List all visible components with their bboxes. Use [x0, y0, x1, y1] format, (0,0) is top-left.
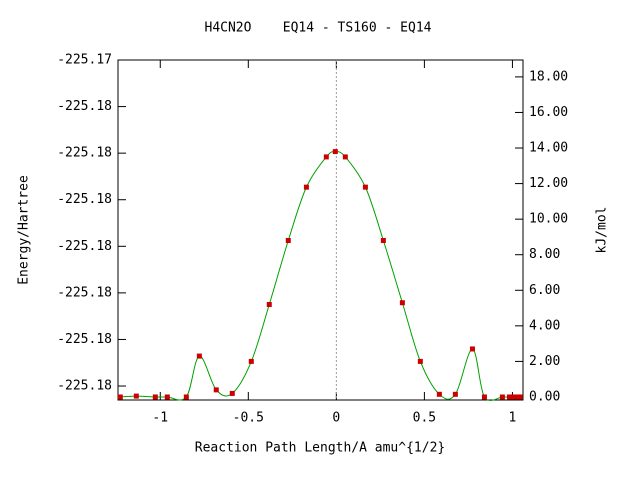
y-tick-label: -225.18 — [57, 332, 112, 347]
point-marker — [380, 237, 386, 243]
point-marker — [452, 391, 458, 397]
x-tick-label: 0 — [332, 411, 340, 426]
point-marker — [332, 149, 338, 155]
y2-axis-label: kJ/mol — [595, 207, 610, 254]
point-marker — [499, 394, 505, 400]
y-tick-label: -225.18 — [57, 379, 112, 394]
point-marker — [509, 394, 515, 400]
x-axis-label: Reaction Path Length/A amu^{1/2} — [195, 441, 445, 456]
point-marker — [248, 358, 254, 364]
y-tick-label: -225.18 — [57, 239, 112, 254]
point-marker — [152, 394, 158, 400]
y-tick-label: -225.18 — [57, 285, 112, 300]
point-marker — [399, 300, 405, 306]
y-axis-label: Energy/Hartree — [17, 175, 32, 285]
plot-frame — [117, 59, 524, 401]
point-marker — [417, 358, 423, 364]
y-tick-label: -225.18 — [57, 99, 112, 114]
point-marker — [196, 353, 202, 359]
point-marker — [266, 302, 272, 308]
chart-title: H4CN2O EQ14 - TS160 - EQ14 — [205, 21, 432, 36]
point-marker — [481, 394, 487, 400]
y2-tick-label: 10.00 — [529, 212, 568, 227]
point-marker — [229, 390, 235, 396]
point-marker — [303, 184, 309, 190]
y2-tick-label: 12.00 — [529, 176, 568, 191]
y2-tick-label: 18.00 — [529, 69, 568, 84]
point-marker — [342, 154, 348, 160]
point-marker — [469, 346, 475, 352]
y-tick-label: -225.18 — [57, 192, 112, 207]
x-tick-label: -1 — [152, 411, 168, 426]
y2-tick-label: 6.00 — [529, 283, 560, 298]
x-tick-label: 0.5 — [413, 411, 436, 426]
point-marker — [436, 391, 442, 397]
y-tick-label: -225.17 — [57, 53, 112, 68]
y-tick-label: -225.18 — [57, 146, 112, 161]
point-marker — [117, 394, 123, 400]
point-marker — [133, 393, 139, 399]
point-marker — [362, 184, 368, 190]
point-marker — [517, 394, 523, 400]
point-marker — [285, 237, 291, 243]
point-marker — [164, 394, 170, 400]
point-marker — [512, 394, 518, 400]
x-tick-label: 1 — [509, 411, 517, 426]
point-marker — [213, 387, 219, 393]
point-marker — [323, 154, 329, 160]
point-marker — [183, 394, 189, 400]
x-tick-label: -0.5 — [233, 411, 264, 426]
point-marker — [506, 394, 512, 400]
y2-tick-label: 8.00 — [529, 247, 560, 262]
y2-tick-label: 14.00 — [529, 141, 568, 156]
y2-tick-label: 16.00 — [529, 105, 568, 120]
y2-tick-label: 0.00 — [529, 389, 560, 404]
y2-tick-label: 4.00 — [529, 318, 560, 333]
y2-tick-label: 2.00 — [529, 354, 560, 369]
